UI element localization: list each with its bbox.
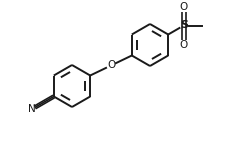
- Text: O: O: [107, 61, 115, 71]
- Text: N: N: [28, 104, 36, 114]
- Text: O: O: [180, 1, 188, 11]
- Text: O: O: [180, 40, 188, 50]
- Text: S: S: [180, 20, 188, 31]
